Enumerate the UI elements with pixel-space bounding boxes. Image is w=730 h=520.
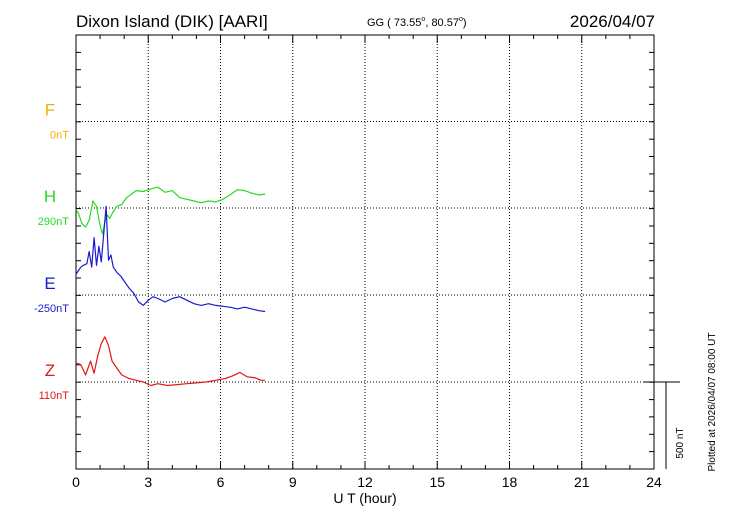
series-line-e: [75, 205, 266, 313]
component-baseline-e: -250nT: [34, 303, 69, 315]
x-tick-label: 12: [357, 474, 373, 490]
series-line-z: [75, 336, 266, 387]
component-baseline-z: 110nT: [39, 390, 70, 402]
coordinates-label: GG ( 73.55o, 80.57o): [367, 16, 467, 29]
series-line-h: [75, 186, 266, 235]
x-tick-label: 3: [144, 474, 152, 490]
x-tick-label: 21: [574, 474, 590, 490]
degree-mark-lat: o: [421, 16, 425, 23]
x-tick-label: 6: [217, 474, 225, 490]
axis-ticks: [75, 34, 655, 470]
component-baseline-f: 0nT: [50, 130, 69, 142]
x-tick-label: 9: [289, 474, 297, 490]
scale-bar: 500 nT: [644, 381, 686, 469]
component-letter-e: E: [44, 274, 55, 293]
component-labels: F 0nT H 290nT E -250nT Z 110nT: [34, 101, 69, 403]
component-letter-h: H: [44, 187, 56, 206]
degree-mark-lon: o: [459, 16, 463, 23]
component-letter-z: Z: [45, 361, 55, 380]
x-tick-label: 0: [72, 474, 80, 490]
plot-grid: [76, 35, 654, 469]
coords-suffix: ): [463, 17, 467, 29]
date-label: 2026/04/07: [570, 12, 655, 31]
x-tick-label: 18: [502, 474, 518, 490]
scale-bar-label: 500 nT: [675, 427, 686, 458]
coords-sep: , 80.57: [425, 17, 459, 29]
component-baseline-h: 290nT: [38, 216, 69, 228]
coords-prefix: GG ( 73.55: [367, 17, 421, 29]
x-tick-label: 24: [646, 474, 662, 490]
plotted-at-note: Plotted at 2026/04/07 08:00 UT: [707, 333, 718, 472]
x-tick-label: 15: [429, 474, 445, 490]
x-axis-title: U T (hour): [333, 490, 396, 506]
station-title: Dixon Island (DIK) [AARI]: [76, 12, 268, 31]
data-series: [75, 186, 266, 387]
x-tick-labels: 0 3 6 9 12 15 18 21 24: [72, 474, 662, 490]
component-letter-f: F: [45, 101, 55, 120]
